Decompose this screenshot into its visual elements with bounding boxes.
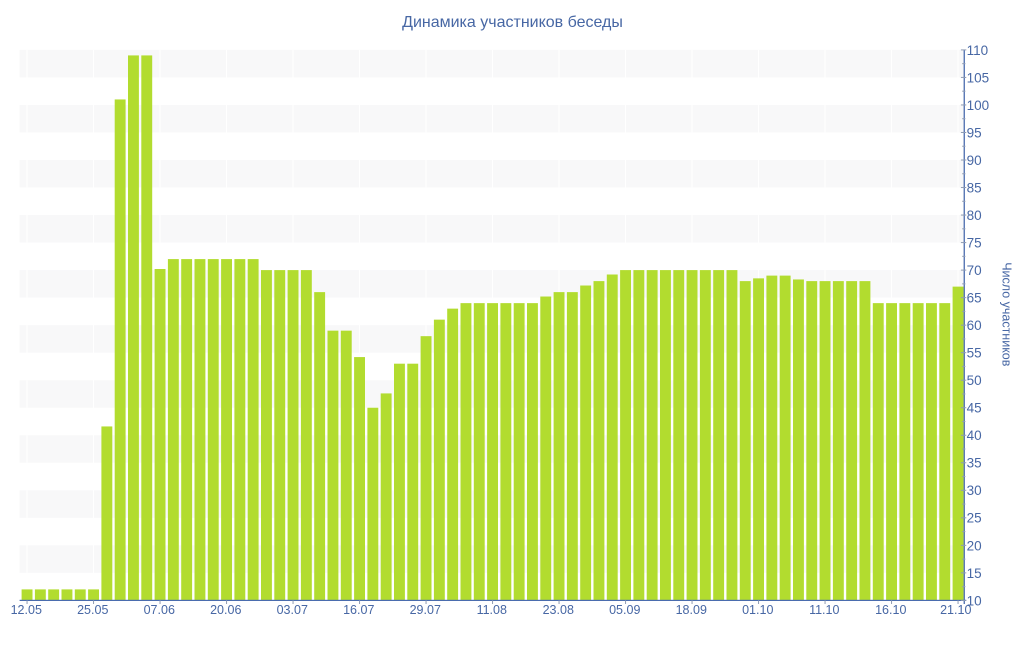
svg-text:60: 60 — [967, 318, 982, 333]
svg-text:29.07: 29.07 — [410, 603, 441, 617]
svg-text:03.07: 03.07 — [277, 603, 308, 617]
svg-text:100: 100 — [967, 98, 990, 113]
svg-text:35: 35 — [967, 456, 982, 471]
svg-text:55: 55 — [967, 346, 982, 361]
svg-text:01.10: 01.10 — [742, 603, 773, 617]
svg-text:Динамика участников беседы: Динамика участников беседы — [402, 14, 623, 31]
svg-text:45: 45 — [967, 401, 982, 416]
svg-text:20.06: 20.06 — [210, 603, 241, 617]
svg-text:40: 40 — [967, 428, 982, 443]
svg-text:25: 25 — [967, 511, 982, 526]
svg-text:95: 95 — [967, 125, 982, 140]
svg-text:07.06: 07.06 — [144, 603, 175, 617]
svg-text:05.09: 05.09 — [609, 603, 640, 617]
svg-text:80: 80 — [967, 208, 982, 223]
svg-text:85: 85 — [967, 180, 982, 195]
svg-text:105: 105 — [967, 70, 990, 85]
svg-text:50: 50 — [967, 373, 982, 388]
svg-text:12.05: 12.05 — [11, 603, 42, 617]
svg-text:11.10: 11.10 — [809, 603, 839, 617]
svg-text:110: 110 — [967, 43, 989, 58]
svg-text:15: 15 — [967, 566, 982, 581]
svg-text:90: 90 — [967, 153, 982, 168]
svg-text:30: 30 — [967, 483, 982, 498]
svg-text:70: 70 — [967, 263, 982, 278]
svg-text:16.10: 16.10 — [875, 603, 906, 617]
svg-text:75: 75 — [967, 235, 982, 250]
svg-text:11.08: 11.08 — [477, 603, 507, 617]
svg-text:Число участников: Число участников — [1000, 262, 1014, 367]
svg-text:25.05: 25.05 — [77, 603, 108, 617]
svg-text:10: 10 — [967, 593, 982, 608]
svg-text:23.08: 23.08 — [543, 603, 574, 617]
svg-text:65: 65 — [967, 291, 982, 306]
svg-text:16.07: 16.07 — [343, 603, 374, 617]
svg-text:21.10: 21.10 — [940, 603, 971, 617]
svg-text:20: 20 — [967, 538, 982, 553]
svg-text:18.09: 18.09 — [676, 603, 707, 617]
